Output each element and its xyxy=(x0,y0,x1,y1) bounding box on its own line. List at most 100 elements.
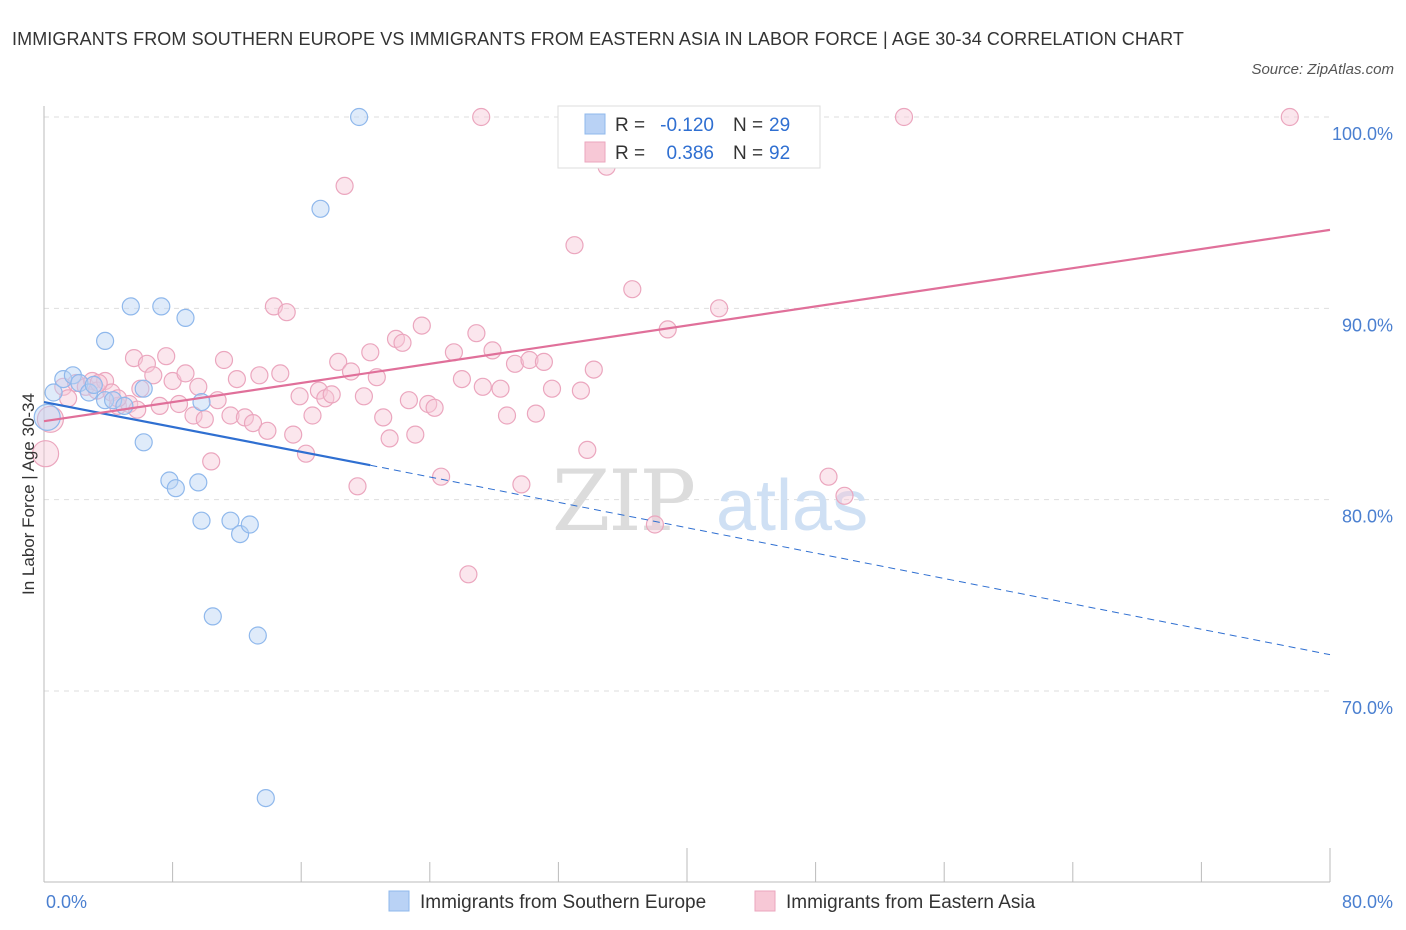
eastern-asia-point-16 xyxy=(157,347,176,366)
southern-europe-point-11 xyxy=(95,331,115,350)
legend-r-label-1: R = xyxy=(615,115,645,136)
trend-eastern-asia xyxy=(43,228,1331,423)
eastern-asia-point-13 xyxy=(137,354,156,373)
eastern-asia-point-50 xyxy=(380,429,399,448)
eastern-asia-point-0 xyxy=(31,440,60,468)
eastern-asia-point-25 xyxy=(214,350,234,370)
eastern-asia-point-84 xyxy=(819,467,838,486)
southern-europe-point-20 xyxy=(192,511,211,530)
eastern-asia-point-83 xyxy=(709,299,729,318)
watermark-atlas: atlas xyxy=(716,466,868,546)
y-tick-label-90: 90.0% xyxy=(1342,315,1393,335)
eastern-asia-point-71 xyxy=(534,352,554,371)
y-tick-label-80: 80.0% xyxy=(1342,507,1393,527)
eastern-asia-point-70 xyxy=(526,404,546,423)
southern-europe-point-25 xyxy=(248,626,267,645)
eastern-asia-point-21 xyxy=(189,377,208,396)
eastern-asia-point-69 xyxy=(520,350,539,370)
southern-europe-point-21 xyxy=(221,511,240,530)
eastern-asia-point-18 xyxy=(169,394,189,414)
eastern-asia-point-45 xyxy=(348,477,367,496)
eastern-asia-point-20 xyxy=(184,406,203,425)
eastern-asia-point-49 xyxy=(374,408,393,427)
eastern-asia-point-31 xyxy=(258,421,277,440)
legend-swatch-southern-europe xyxy=(584,113,606,135)
x-tick-label-max: 80.0% xyxy=(1342,892,1393,912)
eastern-asia-point-68 xyxy=(512,475,531,494)
eastern-asia-point-58 xyxy=(432,467,451,486)
legend: R = -0.120 N = 29 R = 0.386 N = 92 xyxy=(557,105,821,169)
southern-europe-point-1 xyxy=(44,383,63,402)
bottom-legend-swatch-southern-europe xyxy=(388,890,410,912)
eastern-asia-point-30 xyxy=(250,366,269,385)
southern-europe-point-27 xyxy=(311,199,330,218)
eastern-asia-point-57 xyxy=(425,398,444,417)
y-tick-label-70: 70.0% xyxy=(1342,698,1393,718)
trend-lines xyxy=(43,228,1331,656)
southern-europe-point-28 xyxy=(350,107,369,127)
eastern-asia-point-43 xyxy=(335,176,354,195)
x-axis-ticks xyxy=(172,848,1331,882)
southern-europe-point-26 xyxy=(256,788,275,808)
eastern-asia-point-53 xyxy=(399,391,418,410)
eastern-asia-point-7 xyxy=(95,371,115,391)
eastern-asia-point-81 xyxy=(645,515,665,534)
eastern-asia-point-85 xyxy=(835,486,854,505)
eastern-asia-point-60 xyxy=(452,370,471,389)
bottom-legend-label-eastern-asia: Immigrants from Eastern Asia xyxy=(786,892,1036,913)
eastern-asia-point-62 xyxy=(467,324,486,343)
eastern-asia-point-52 xyxy=(393,333,412,352)
eastern-asia-point-22 xyxy=(195,410,214,429)
southern-europe-point-12 xyxy=(121,297,140,316)
watermark: ZIP atlas xyxy=(552,452,868,550)
bottom-legend: Immigrants from Southern Europe Immigran… xyxy=(388,890,1036,913)
eastern-asia-point-87 xyxy=(1280,107,1299,127)
eastern-asia-point-55 xyxy=(412,316,431,335)
southern-europe-point-0 xyxy=(33,403,61,431)
eastern-asia-point-80 xyxy=(623,280,642,299)
series-southern-europe-points xyxy=(33,107,369,808)
legend-n-value-1: 29 xyxy=(769,115,790,136)
eastern-asia-point-73 xyxy=(472,107,491,127)
legend-r-value-1: -0.120 xyxy=(660,115,714,136)
eastern-asia-point-29 xyxy=(243,414,263,433)
eastern-asia-point-38 xyxy=(303,406,322,425)
eastern-asia-point-35 xyxy=(284,425,303,444)
eastern-asia-point-74 xyxy=(565,236,584,255)
southern-europe-point-8 xyxy=(103,391,123,410)
eastern-asia-point-67 xyxy=(505,354,525,373)
eastern-asia-point-61 xyxy=(459,565,478,584)
legend-n-label-2: N = xyxy=(733,143,763,164)
southern-europe-point-14 xyxy=(176,308,195,327)
watermark-zip: ZIP xyxy=(552,452,694,550)
eastern-asia-point-86 xyxy=(894,107,914,127)
legend-swatch-eastern-asia xyxy=(584,141,606,163)
grid-lines xyxy=(44,116,1330,692)
legend-r-value-2: 0.386 xyxy=(666,143,714,164)
legend-n-label-1: N = xyxy=(733,115,763,136)
series-eastern-asia-points xyxy=(31,107,1299,584)
eastern-asia-point-76 xyxy=(578,440,597,459)
southern-europe-point-9 xyxy=(115,396,134,415)
eastern-asia-point-42 xyxy=(329,352,348,371)
eastern-asia-point-46 xyxy=(354,387,373,406)
eastern-asia-point-41 xyxy=(322,385,341,404)
eastern-asia-point-72 xyxy=(542,379,562,398)
eastern-asia-point-54 xyxy=(406,425,425,444)
eastern-asia-point-14 xyxy=(144,366,163,385)
southern-europe-point-24 xyxy=(203,607,222,626)
chart-title: IMMIGRANTS FROM SOUTHERN EUROPE VS IMMIG… xyxy=(12,29,1184,49)
legend-r-label-2: R = xyxy=(615,143,645,164)
eastern-asia-point-27 xyxy=(227,370,246,389)
eastern-asia-point-19 xyxy=(176,364,195,383)
y-tick-label-100: 100.0% xyxy=(1332,124,1393,144)
eastern-asia-point-36 xyxy=(290,387,309,406)
x-tick-label-min: 0.0% xyxy=(46,892,87,912)
eastern-asia-point-65 xyxy=(491,379,510,398)
legend-n-value-2: 92 xyxy=(769,143,790,164)
southern-europe-point-15 xyxy=(134,433,153,452)
y-axis-label: In Labor Force | Age 30-34 xyxy=(19,393,38,595)
eastern-asia-point-23 xyxy=(202,452,221,471)
chart-source: Source: ZipAtlas.com xyxy=(1251,61,1394,78)
